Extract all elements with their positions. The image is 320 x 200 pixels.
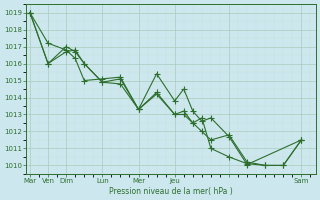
X-axis label: Pression niveau de la mer( hPa ): Pression niveau de la mer( hPa ) xyxy=(109,187,233,196)
